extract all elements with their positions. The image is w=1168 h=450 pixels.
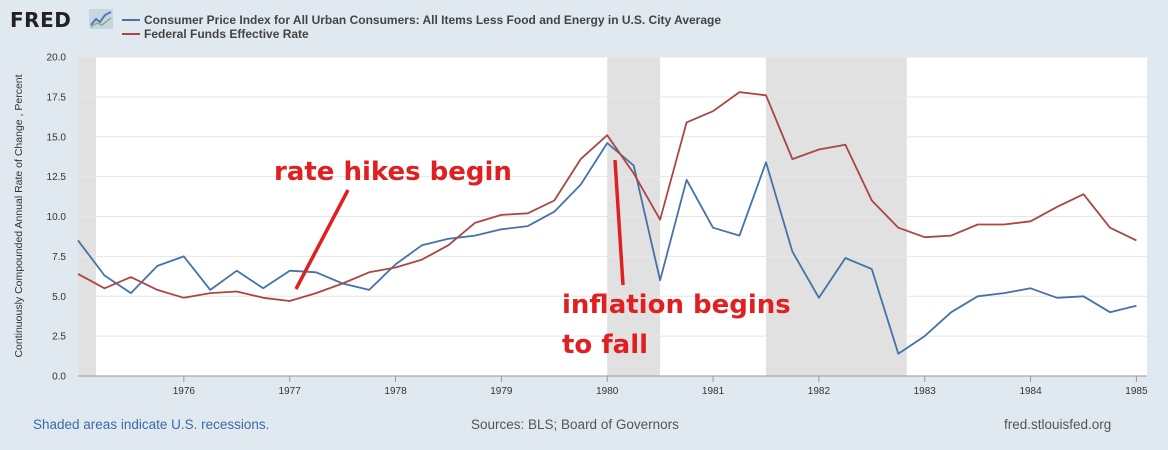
series-lines [77,91,1137,355]
legend-swatch-cpi [122,18,140,21]
legend-label-cpi: Consumer Price Index for All Urban Consu… [144,13,722,27]
y-axis-ticks: 0.0 2.5 5.0 7.5 10.0 12.5 15.0 17.5 20.0 [47,53,67,383]
y-tick-label: 15.0 [47,132,67,143]
annotation-arrow-rate-hikes [294,189,350,290]
legend-label-fedfunds: Federal Funds Effective Rate [144,27,309,41]
y-tick-label: 5.0 [52,292,66,303]
annotation-inflation-line2: to fall [562,330,648,360]
y-tick-label: 10.0 [47,212,67,223]
annotation-arrow-inflation [613,159,625,286]
x-tick-label: 1978 [384,386,407,397]
y-tick-label: 17.5 [47,92,67,103]
x-tick-label: 1981 [702,386,725,397]
x-tick-label: 1976 [173,386,196,397]
y-tick-label: 20.0 [47,53,67,64]
fred-graph-icon [89,9,113,29]
x-tick-label: 1985 [1125,386,1148,397]
x-axis-ticks: 1976 1977 1978 1979 1980 1981 1982 1983 1984 1985 [173,376,1148,397]
y-tick-label: 0.0 [52,372,66,383]
site-link[interactable]: fred.stlouisfed.org [1004,417,1112,432]
x-tick-label: 1982 [808,386,831,397]
legend-swatch-fedfunds [122,32,140,35]
recession-note[interactable]: Shaded areas indicate U.S. recessions. [33,417,270,432]
sources-note: Sources: BLS; Board of Governors [471,417,679,432]
y-tick-label: 2.5 [52,332,66,343]
series-line-cpi [77,142,1137,355]
series-line-fedfunds [77,91,1137,302]
chart-header: FRED Consumer Price Index for All Urban … [0,0,1168,50]
x-tick-label: 1980 [596,386,619,397]
y-axis-label: Continuously Compounded Annual Rate of C… [13,74,25,357]
x-tick-label: 1977 [279,386,302,397]
gridlines [78,56,1147,377]
y-tick-label: 12.5 [47,172,67,183]
annotation-rate-hikes: rate hikes begin [274,157,512,187]
y-tick-label: 7.5 [52,252,66,263]
legend-item-cpi[interactable]: Consumer Price Index for All Urban Consu… [122,13,721,27]
x-tick-label: 1979 [490,386,513,397]
fred-logo: FRED [10,8,72,32]
annotation-inflation-line1: inflation begins [562,290,791,320]
legend-item-fedfunds[interactable]: Federal Funds Effective Rate [122,27,309,41]
x-tick-label: 1984 [1019,386,1042,397]
x-tick-label: 1983 [914,386,937,397]
